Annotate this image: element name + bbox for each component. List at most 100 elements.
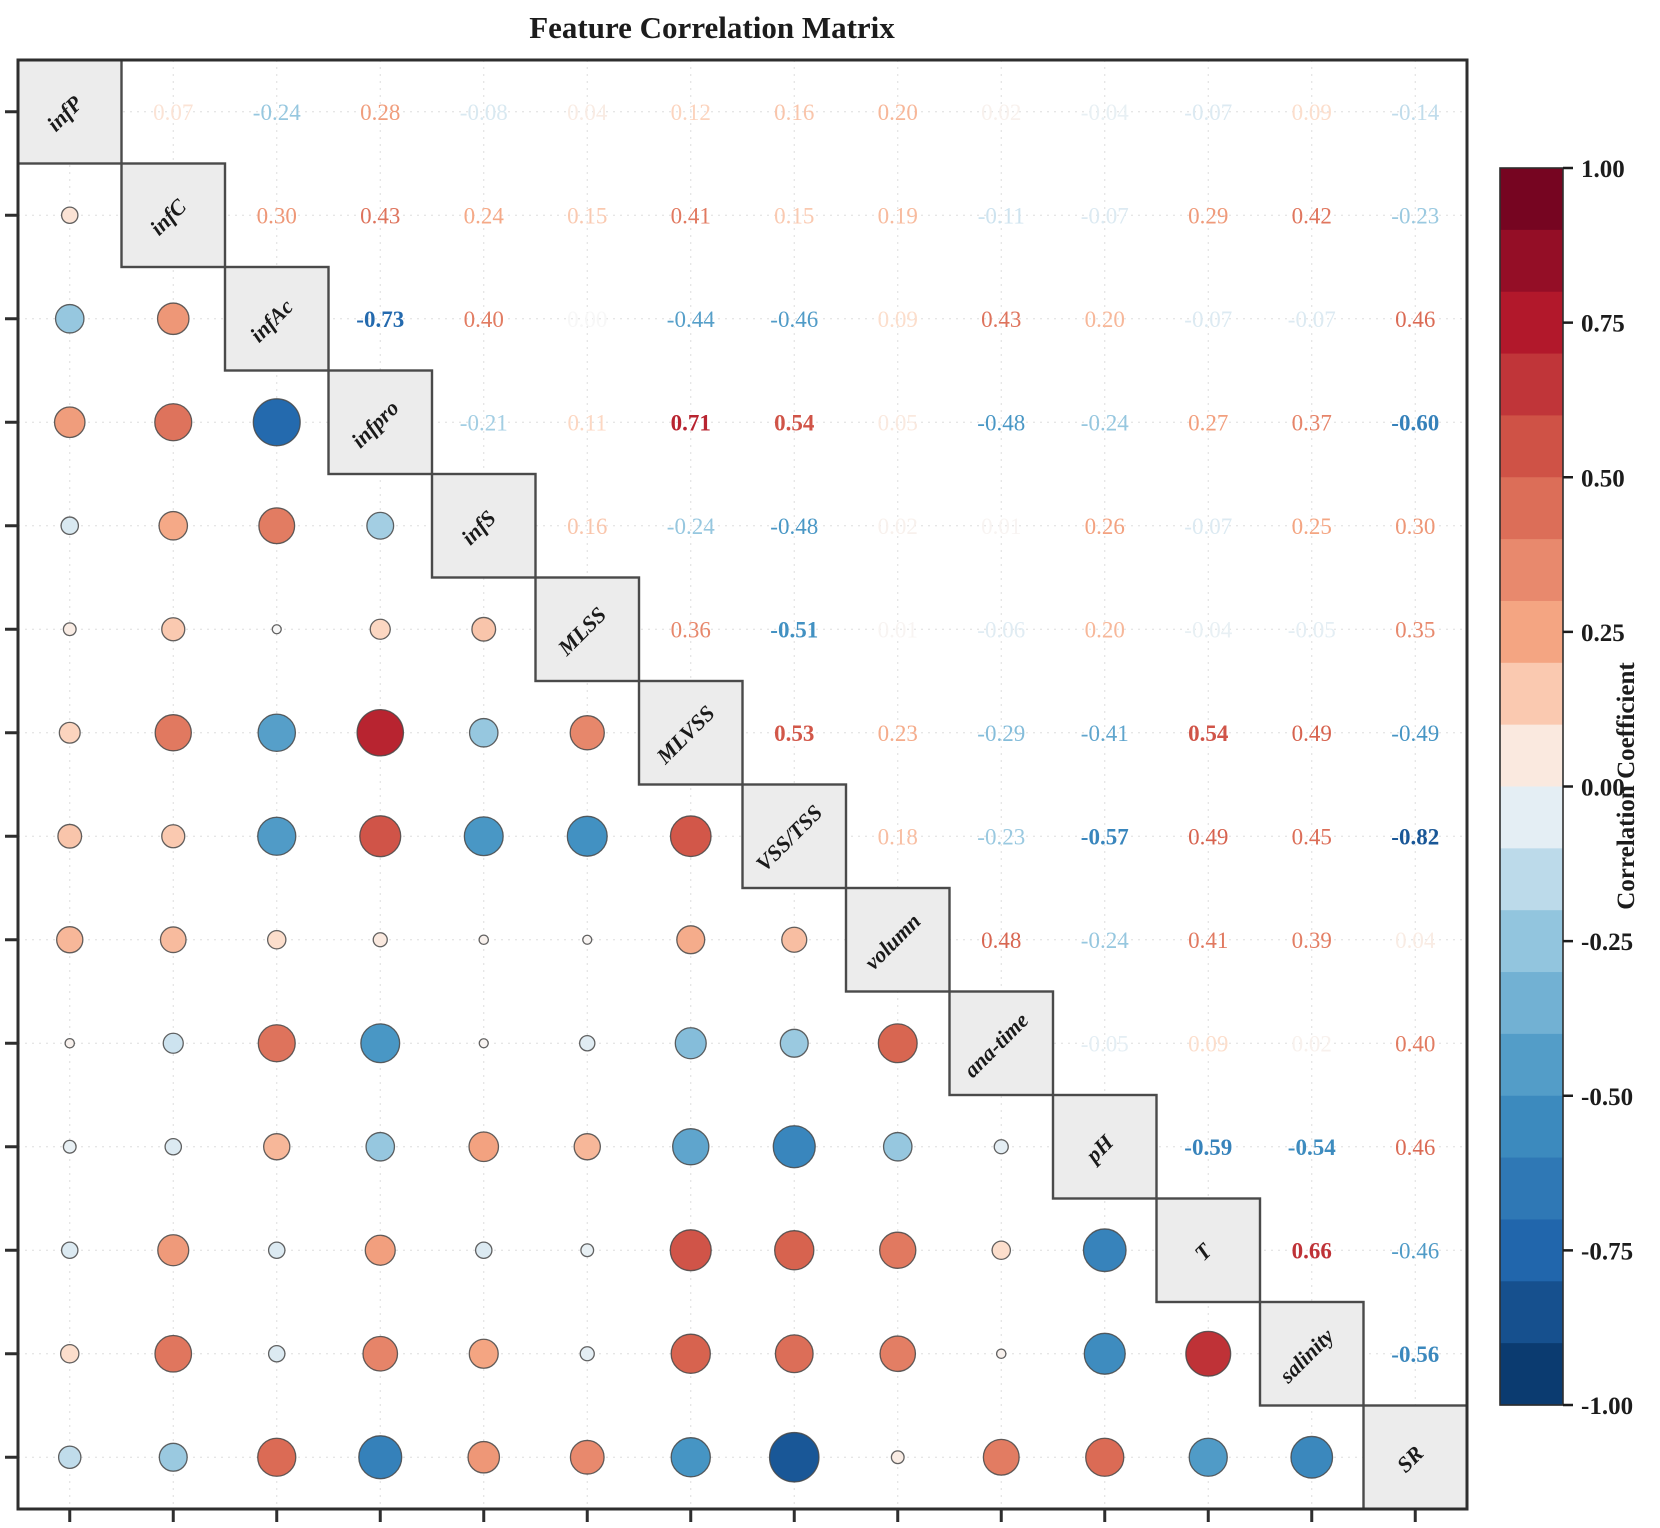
correlation-bubble (158, 1442, 188, 1472)
colorbar-segment (1500, 848, 1563, 911)
correlation-bubble (672, 1128, 710, 1166)
correlation-value: -0.07 (1184, 307, 1232, 332)
correlation-value: -0.24 (1081, 928, 1129, 953)
colorbar-segment (1500, 662, 1563, 726)
correlation-bubble (1085, 1437, 1125, 1477)
correlation-value: 0.12 (671, 100, 711, 125)
correlation-bubble (56, 926, 84, 954)
correlation-bubble (991, 1240, 1012, 1261)
correlation-bubble (258, 507, 296, 545)
correlation-bubble (669, 815, 712, 858)
colorbar-tick-label: 0.25 (1581, 620, 1625, 647)
correlation-bubble (362, 1335, 399, 1372)
correlation-value: 0.04 (1395, 928, 1436, 953)
correlation-bubble (468, 1338, 499, 1369)
correlation-bubble (669, 1229, 712, 1272)
correlation-value: 0.42 (1292, 203, 1332, 228)
colorbar-segment (1500, 1033, 1563, 1097)
correlation-bubble (267, 1241, 286, 1260)
correlation-bubble (670, 1437, 711, 1478)
correlation-value: 0.39 (1292, 928, 1332, 953)
correlation-bubble (64, 1037, 76, 1049)
colorbar-segment (1500, 786, 1563, 849)
correlation-bubble (366, 511, 395, 540)
correlation-bubble (161, 617, 186, 642)
correlation-bubble (263, 1133, 291, 1161)
colorbar-axis-label: Correlation Coefficient (1613, 662, 1640, 910)
diagonal-cell (1155, 1197, 1262, 1304)
colorbar-segment (1500, 1281, 1563, 1344)
correlation-bubble (474, 1241, 493, 1260)
correlation-value: 0.53 (774, 721, 814, 746)
correlation-value: 0.02 (878, 514, 918, 539)
correlation-bubble (372, 932, 388, 948)
correlation-bubble (580, 1243, 595, 1258)
correlation-bubble (257, 713, 297, 753)
correlation-bubble (877, 1023, 918, 1064)
correlation-value: -0.60 (1391, 410, 1439, 435)
correlation-bubble (266, 929, 287, 950)
correlation-value: -0.24 (667, 514, 715, 539)
correlation-bubble (365, 1131, 396, 1162)
correlation-value: -0.57 (1081, 824, 1129, 849)
colorbar-tick-label: 1.00 (1581, 156, 1625, 183)
colorbar-tick-label: -1.00 (1581, 1393, 1633, 1420)
correlation-bubble (995, 1348, 1007, 1360)
correlation-bubble (257, 1437, 297, 1477)
colorbar-segment (1500, 539, 1563, 602)
correlation-value: 0.46 (1395, 307, 1435, 332)
colorbar-tick-label: 0.50 (1581, 465, 1625, 492)
correlation-value: -0.46 (770, 307, 818, 332)
correlation-bubble (369, 618, 391, 640)
diagonal-cell (637, 679, 744, 786)
correlation-bubble (257, 816, 297, 856)
correlation-value: 0.48 (981, 928, 1021, 953)
colorbar-segment (1500, 291, 1563, 355)
correlation-value: -0.23 (1391, 203, 1439, 228)
diagonal-cell (223, 265, 330, 372)
colorbar-tick-label: -0.75 (1581, 1238, 1633, 1265)
correlation-bubble (267, 1344, 286, 1363)
diagonal-cell (534, 576, 641, 683)
correlation-value: -0.29 (977, 721, 1025, 746)
plot-frame (16, 58, 1469, 1511)
diagonal-cell (430, 472, 537, 579)
correlation-value: -0.49 (1391, 721, 1439, 746)
correlation-value: -0.44 (667, 307, 715, 332)
correlation-value: 0.02 (981, 100, 1021, 125)
correlation-value: -0.07 (1288, 307, 1336, 332)
correlation-value: 0.16 (567, 514, 607, 539)
correlation-value: 0.04 (567, 100, 608, 125)
correlation-bubble (772, 1125, 816, 1169)
correlation-value: -0.05 (1081, 1031, 1129, 1056)
correlation-bubble (359, 815, 402, 858)
correlation-bubble (60, 206, 79, 225)
correlation-bubble (1188, 1437, 1228, 1477)
diagonal-cell (844, 886, 951, 993)
correlation-value: 0.23 (878, 721, 918, 746)
correlation-bubble (569, 715, 605, 751)
correlation-value: -0.48 (770, 514, 818, 539)
correlation-value: 0.46 (1395, 1135, 1435, 1160)
correlation-bubble (1185, 1330, 1232, 1377)
diagonal-cell (741, 783, 848, 890)
correlation-value: 0.11 (568, 410, 607, 435)
correlation-value: -0.24 (253, 100, 301, 125)
colorbar-segment (1500, 415, 1563, 478)
correlation-bubble (768, 1431, 820, 1483)
colorbar-tick-label: 0.00 (1581, 775, 1625, 802)
correlation-bubble (670, 1333, 711, 1374)
correlation-bubble (53, 406, 86, 439)
colorbar-segment (1500, 1343, 1563, 1406)
correlation-value: 0.49 (1292, 721, 1332, 746)
correlation-bubble (982, 1438, 1020, 1476)
correlation-value: 0.09 (1188, 1031, 1228, 1056)
correlation-bubble (471, 616, 497, 642)
diagonal-cell (1258, 1300, 1365, 1407)
correlation-bubble (60, 1241, 79, 1260)
correlation-value: -0.08 (460, 100, 508, 125)
correlation-value: -0.06 (977, 617, 1025, 642)
correlation-value: 0.24 (464, 203, 505, 228)
